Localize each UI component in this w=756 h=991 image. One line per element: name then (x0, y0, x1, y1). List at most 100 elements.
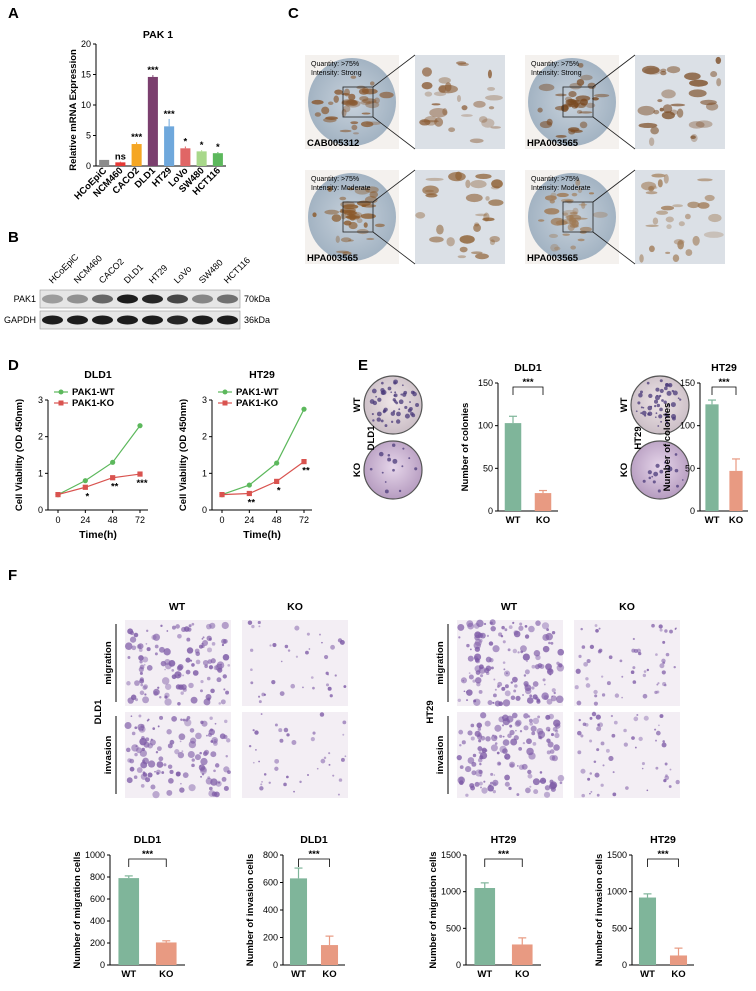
ihc-zoom-stain (666, 224, 672, 230)
ihc-zoom-stain (637, 105, 655, 116)
f-cell (524, 625, 528, 628)
bar-rect (504, 423, 522, 511)
e-colony (390, 420, 394, 423)
f-cell (633, 716, 639, 722)
e-colony (381, 471, 384, 474)
f-cell (279, 738, 284, 743)
ihc-stain-spot (572, 207, 579, 215)
bar-rect (289, 878, 308, 965)
f-cell (550, 641, 554, 645)
f-cell (478, 781, 483, 786)
f-cell (224, 719, 228, 724)
f-cell (546, 698, 553, 705)
e-colony (407, 408, 412, 413)
f-cell (524, 634, 530, 639)
f-cell (458, 729, 464, 735)
f-cell (598, 722, 604, 728)
f-cell (152, 633, 161, 641)
d-legend-marker (222, 400, 228, 406)
f-cell (522, 741, 526, 745)
f-cell (142, 696, 150, 704)
ihc-zoom-stain (648, 137, 655, 146)
f-cell (542, 678, 546, 682)
f-cell (479, 774, 482, 777)
f-cell (547, 741, 554, 748)
ihc-stain-spot (342, 105, 351, 113)
bar-rect (511, 944, 533, 965)
f-cell (130, 694, 137, 701)
ihc-zoom-stain (448, 127, 456, 133)
f-cell (278, 728, 283, 733)
d-ytick-label: 1 (202, 468, 207, 478)
f-cell (487, 784, 494, 792)
f-cell (156, 769, 161, 775)
ihc-zoom-stain (431, 103, 441, 106)
ihc-zoom-stain (644, 67, 662, 75)
f-cell (656, 730, 661, 736)
ihc-stain-spot (366, 237, 375, 241)
f-cell (587, 777, 591, 781)
f-cell (475, 769, 483, 777)
f-cell (643, 715, 649, 721)
f-cell (485, 656, 492, 663)
f-cell (261, 692, 266, 697)
f-cell (546, 668, 554, 675)
f-cell (283, 782, 287, 787)
f-cell (493, 774, 496, 776)
ihc-stain-spot (348, 93, 356, 101)
ihc-stain-spot (348, 221, 358, 230)
f-cell (137, 723, 145, 731)
e-colony (383, 409, 387, 413)
ihc-stain-spot (363, 222, 368, 228)
f-cell (137, 643, 144, 650)
bar-ytick-label: 1000 (441, 887, 461, 897)
e-colony (648, 476, 652, 480)
d-legend-marker (58, 400, 64, 406)
ihc-zoom-stain (672, 204, 683, 208)
f-cell (532, 742, 537, 746)
f-cell (248, 744, 252, 748)
f-cell (662, 682, 667, 687)
ihc-stain-spot (556, 192, 569, 198)
ihc-stain-spot (365, 101, 380, 109)
f-cell (458, 636, 461, 639)
ihc-zoom-stain (488, 106, 495, 110)
f-cell (125, 747, 131, 753)
bar-significance: *** (522, 377, 533, 388)
d-legend-label: PAK1-KO (72, 398, 114, 409)
f-cell (327, 686, 332, 691)
f-cell (669, 629, 673, 634)
f-cell (145, 737, 150, 742)
d-legend-label: PAK1-WT (72, 387, 115, 398)
ihc-zoom-stain (638, 122, 658, 129)
f-cell (167, 764, 173, 769)
ihc-stain-spot (588, 192, 595, 195)
f-cell (532, 717, 540, 725)
b-band (167, 315, 188, 325)
e-colony (654, 399, 659, 404)
f-cell (502, 699, 511, 707)
d-point (137, 423, 143, 429)
ihc-stain-spot (342, 251, 352, 255)
f-cell (163, 763, 167, 767)
ihc-intensity-label: Intensity: Moderate (531, 185, 591, 192)
ihc-stain-spot (572, 217, 588, 220)
f-cell (480, 712, 487, 719)
ihc-zoom-stain (446, 237, 455, 247)
f-cell (179, 787, 185, 793)
f-cell (189, 737, 197, 744)
bar-ytick-label: 200 (263, 933, 278, 943)
f-cell (581, 793, 585, 798)
f-cell (154, 644, 159, 649)
f-cell (143, 684, 149, 690)
d-ytick-label: 3 (202, 395, 207, 405)
panel-letter-f: F (8, 567, 17, 584)
f-cell (324, 654, 329, 660)
f-cell (507, 648, 511, 652)
f-cell (135, 698, 139, 702)
f-cell (494, 688, 497, 691)
f-cell (474, 781, 480, 787)
f-cell (208, 728, 215, 736)
e-colony (667, 466, 673, 472)
